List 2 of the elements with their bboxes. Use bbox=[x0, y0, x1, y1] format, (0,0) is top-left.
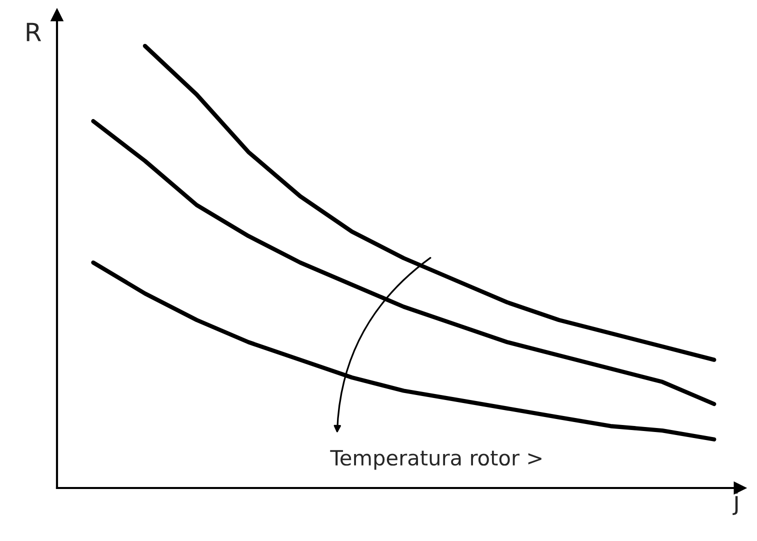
annotation: Temperatura rotor > bbox=[330, 450, 542, 470]
y-axis-title: R bbox=[26, 22, 42, 42]
